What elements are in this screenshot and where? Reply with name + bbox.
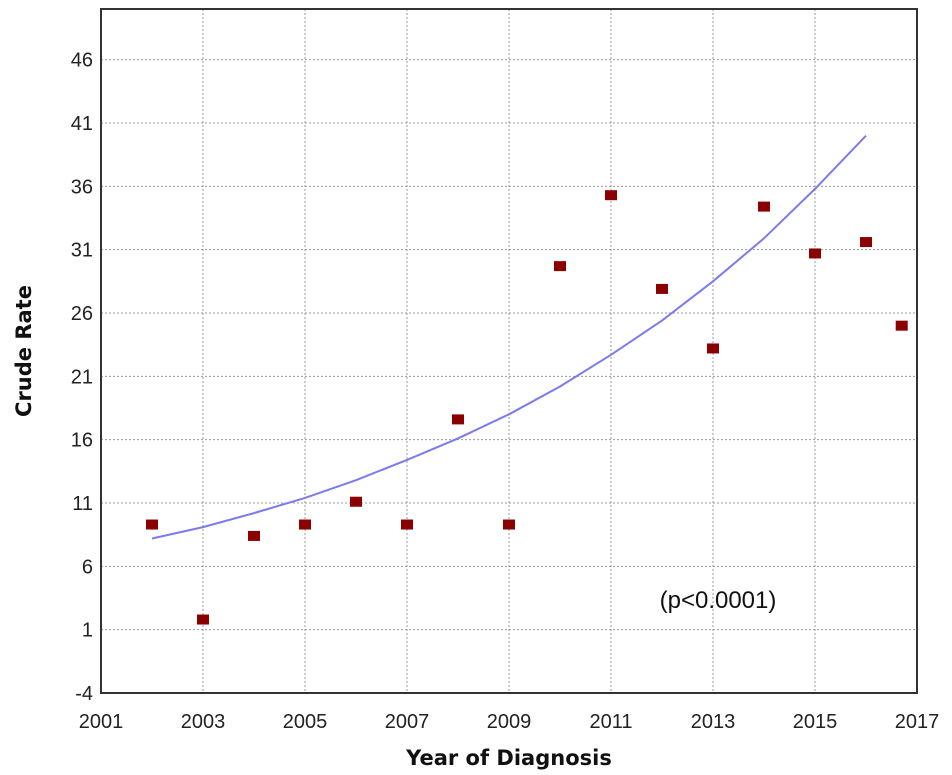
- y-tick-label: 31: [71, 240, 93, 262]
- x-tick-label: 2013: [691, 711, 736, 733]
- data-point: [503, 519, 515, 530]
- x-tick-label: 2007: [385, 711, 430, 733]
- trend-line-group: [151, 135, 867, 540]
- data-point: [350, 496, 362, 507]
- data-point: [452, 414, 464, 425]
- x-tick-label: 2017: [895, 711, 940, 733]
- data-point: [146, 519, 158, 530]
- x-axis-title: Year of Diagnosis: [405, 746, 612, 770]
- data-point: [758, 201, 770, 212]
- x-tick-label: 2015: [793, 711, 838, 733]
- data-point: [299, 519, 311, 530]
- y-tick-label: 46: [71, 50, 93, 72]
- y-tick-label: 11: [72, 493, 93, 515]
- data-point: [197, 614, 209, 625]
- x-tick-label: 2003: [181, 711, 226, 733]
- x-tick-label: 2001: [79, 711, 124, 733]
- data-point: [707, 343, 719, 354]
- x-tick-label: 2005: [283, 711, 328, 733]
- data-point: [248, 530, 260, 541]
- data-point: [895, 320, 908, 331]
- data-point: [401, 519, 413, 530]
- data-points: [146, 190, 908, 625]
- p-value-annotation: (p<0.0001): [660, 587, 777, 614]
- y-tick-label: -4: [75, 683, 93, 705]
- y-tick-label: 41: [71, 113, 93, 135]
- data-point: [605, 190, 617, 201]
- data-point: [656, 283, 668, 294]
- x-tick-label: 2011: [589, 711, 632, 733]
- y-tick-label: 16: [71, 430, 93, 452]
- y-tick-label: 1: [82, 620, 93, 642]
- trend-line: [151, 135, 867, 540]
- x-axis: 2001 2003 2005 2007 2009 2011 2013 2015 2017: [79, 711, 940, 733]
- y-tick-label: 6: [82, 556, 93, 578]
- x-tick-label: 2009: [487, 711, 532, 733]
- y-tick-label: 36: [71, 176, 93, 198]
- data-point: [809, 248, 821, 259]
- y-tick-label: 26: [71, 303, 93, 325]
- y-axis-title: Crude Rate: [12, 285, 36, 417]
- data-point: [860, 237, 872, 248]
- grid: [100, 9, 918, 694]
- plot-frame: [100, 8, 918, 694]
- data-point: [554, 261, 566, 272]
- y-tick-label: 21: [71, 366, 93, 388]
